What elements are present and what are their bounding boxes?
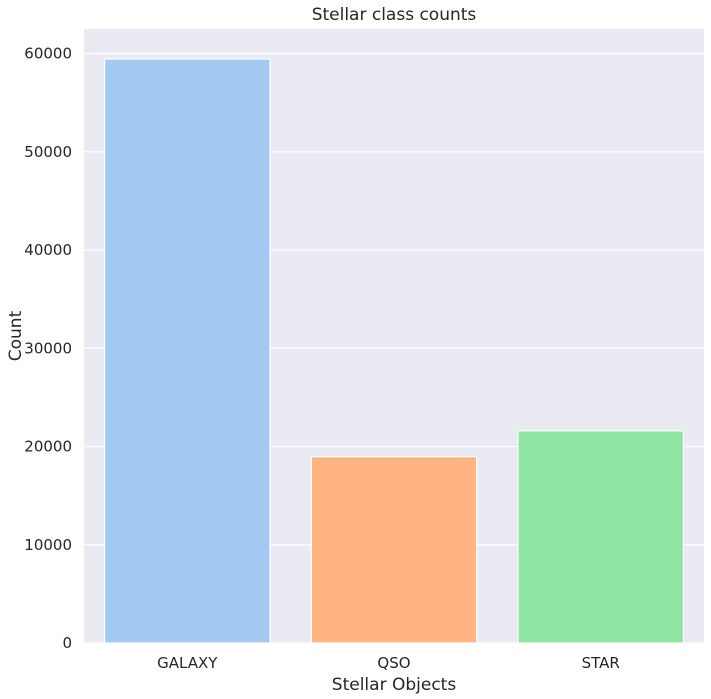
x-tick-label-qso: QSO — [377, 654, 410, 672]
y-tick-label: 30000 — [24, 339, 72, 357]
x-tick-label-galaxy: GALAXY — [157, 654, 218, 672]
chart-title: Stellar class counts — [312, 5, 477, 25]
y-tick-label: 10000 — [24, 536, 72, 554]
x-axis-label: Stellar Objects — [332, 675, 457, 695]
x-tick-label-star: STAR — [582, 654, 620, 672]
y-tick-label: 60000 — [24, 45, 72, 63]
bar-star — [517, 430, 684, 644]
y-tick-label: 0 — [62, 634, 72, 652]
y-tick-label: 20000 — [24, 438, 72, 456]
y-axis-label: Count — [6, 310, 26, 361]
bars — [104, 58, 684, 644]
y-tick-label: 40000 — [24, 241, 72, 259]
bar-galaxy — [104, 58, 271, 644]
x-tick-labels: GALAXY QSO STAR — [157, 654, 620, 672]
bar-qso — [310, 456, 478, 644]
y-tick-label: 50000 — [24, 143, 72, 161]
y-tick-labels: 0 10000 20000 30000 40000 50000 60000 — [24, 45, 72, 652]
